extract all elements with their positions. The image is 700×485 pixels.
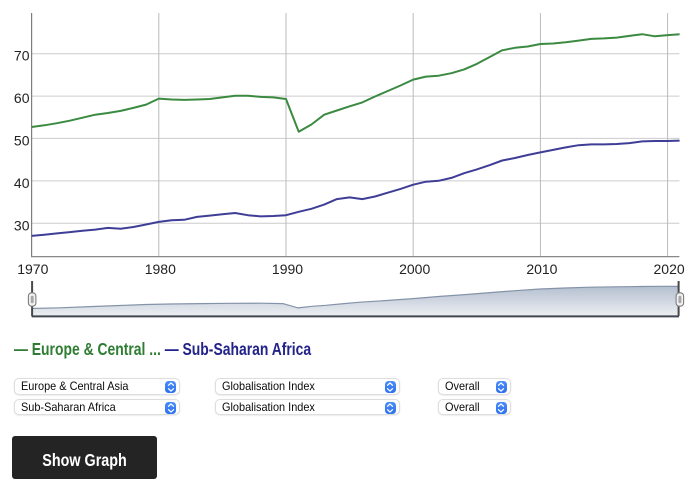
- svg-text:1990: 1990: [272, 261, 303, 277]
- svg-text:1980: 1980: [145, 261, 176, 277]
- svg-text:2020: 2020: [654, 261, 685, 277]
- svg-text:1970: 1970: [17, 261, 48, 277]
- svg-text:70: 70: [14, 48, 30, 64]
- svg-text:2010: 2010: [526, 261, 557, 277]
- svg-text:2000: 2000: [399, 261, 430, 277]
- svg-text:40: 40: [14, 175, 30, 191]
- svg-text:30: 30: [14, 217, 30, 233]
- svg-text:50: 50: [14, 132, 30, 148]
- svg-text:60: 60: [14, 90, 30, 106]
